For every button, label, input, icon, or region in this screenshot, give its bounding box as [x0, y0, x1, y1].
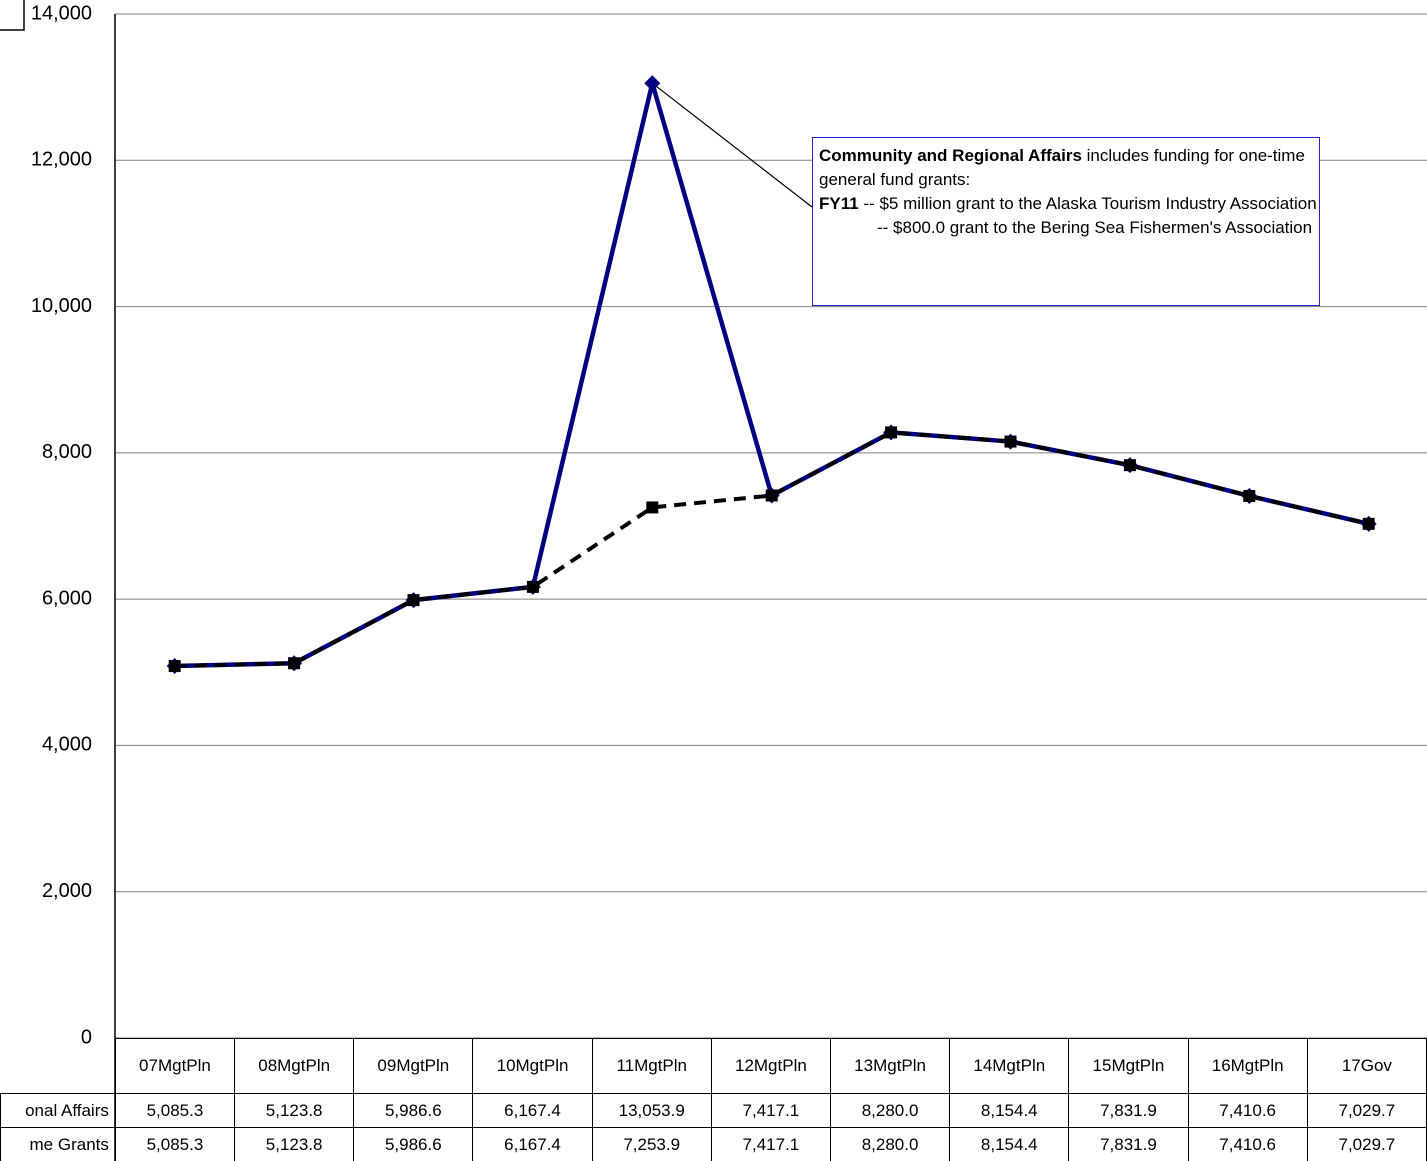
annotation: Community and Regional Affairs includes …	[812, 137, 1320, 306]
marker	[644, 75, 661, 92]
value-cell: 5,085.3	[114, 1093, 236, 1128]
header-cell: 10MgtPln	[472, 1038, 593, 1094]
marker	[1123, 459, 1136, 472]
header-cell: 17Gov	[1306, 1038, 1427, 1094]
value-cell: 6,167.4	[472, 1127, 593, 1161]
category-label: 15MgtPln	[1092, 1056, 1165, 1075]
header-cell: 14MgtPln	[949, 1038, 1070, 1094]
value-cell: 7,831.9	[1068, 1127, 1189, 1161]
category-label: 09MgtPln	[377, 1056, 450, 1075]
y-tick-label: 10,000	[31, 295, 92, 317]
series-line	[174, 430, 1370, 669]
marker	[885, 426, 898, 439]
value-cell: 5,123.8	[234, 1127, 355, 1161]
y-tick-label: 8,000	[42, 441, 92, 463]
row-label: me Grants	[0, 1127, 116, 1161]
category-label: 14MgtPln	[973, 1056, 1046, 1075]
marker	[1362, 517, 1375, 530]
annotation-bold: FY11	[819, 194, 859, 213]
header-cell: 12MgtPln	[710, 1038, 832, 1094]
annotation-text: includes funding for one-time general fu…	[819, 146, 1305, 189]
marker	[407, 594, 420, 607]
row-label: onal Affairs	[0, 1093, 116, 1128]
value-cell: 7,029.7	[1306, 1093, 1427, 1128]
annotation-text: -- $5 million grant to the Alaska Touris…	[858, 194, 1317, 213]
header-cell: 08MgtPln	[234, 1038, 355, 1094]
value-cell: 7,410.6	[1187, 1127, 1308, 1161]
value-cell: 7,253.9	[591, 1127, 712, 1161]
value-cell: 6,167.4	[472, 1093, 593, 1128]
value-cell: 5,986.6	[353, 1127, 474, 1161]
value-cell: 8,154.4	[949, 1093, 1070, 1128]
category-label: 12MgtPln	[734, 1056, 807, 1075]
y-tick-label: 4,000	[42, 734, 92, 756]
corner-cell	[1, 1039, 116, 1094]
category-label: 13MgtPln	[854, 1056, 926, 1075]
y-tick-label: 14,000	[31, 2, 92, 24]
y-tick-label: 0	[81, 1026, 92, 1048]
y-tick-label: 2,000	[42, 880, 92, 902]
marker	[288, 657, 301, 670]
annotation-leader	[651, 82, 813, 208]
marker	[1243, 489, 1256, 502]
value-cell: 7,410.6	[1187, 1093, 1308, 1128]
value-cell: 5,085.3	[114, 1127, 236, 1161]
value-cell: 8,280.0	[829, 1127, 951, 1161]
header-cell: 09MgtPln	[353, 1038, 474, 1094]
value-cell: 7,417.1	[710, 1127, 832, 1161]
y-tick-label: 12,000	[31, 149, 92, 171]
annotation-bold: Community and Regional Affairs	[819, 146, 1082, 165]
marker	[1004, 435, 1017, 448]
annotation-text: -- $800.0 grant to the Bering Sea Fisher…	[877, 218, 1313, 237]
value-cell: 8,154.4	[949, 1127, 1070, 1161]
category-label: 16MgtPln	[1211, 1056, 1284, 1075]
value-cell: 7,417.1	[710, 1093, 832, 1128]
category-label: 10MgtPln	[496, 1056, 569, 1075]
value-cell: 7,029.7	[1306, 1127, 1427, 1161]
legend-box	[0, 0, 25, 31]
marker	[765, 489, 778, 502]
category-label: 17Gov	[1341, 1056, 1392, 1075]
header-cell: 16MgtPln	[1187, 1038, 1308, 1094]
value-cell: 5,123.8	[234, 1093, 355, 1128]
category-label: 08MgtPln	[258, 1056, 331, 1075]
category-label: 11MgtPln	[616, 1056, 687, 1075]
table-row: me Grants 5,085.3 5,123.8 5,986.6 6,167.4 7,2…	[0, 1127, 1427, 1161]
data-table: 07MgtPln 08MgtPln 09MgtPln 10MgtPln 11MgtPln…	[0, 1038, 1427, 1161]
header-cell: 11MgtPln	[591, 1038, 712, 1094]
marker	[526, 580, 539, 593]
table-header: 07MgtPln 08MgtPln 09MgtPln 10MgtPln 11MgtPln…	[1, 1038, 1427, 1094]
header-cell: 07MgtPln	[114, 1038, 236, 1094]
header-cell: 15MgtPln	[1068, 1038, 1189, 1094]
y-tick-label: 6,000	[42, 587, 92, 609]
table-row: onal Affairs 5,085.3 5,123.8 5,986.6 6,167.4…	[0, 1093, 1427, 1128]
marker	[168, 660, 181, 673]
value-cell: 13,053.9	[591, 1093, 712, 1128]
category-label: 07MgtPln	[139, 1056, 211, 1075]
header-cell: 13MgtPln	[829, 1038, 951, 1094]
value-cell: 8,280.0	[829, 1093, 951, 1128]
value-cell: 5,986.6	[353, 1093, 474, 1128]
value-cell: 7,831.9	[1068, 1093, 1189, 1128]
marker	[646, 501, 659, 514]
